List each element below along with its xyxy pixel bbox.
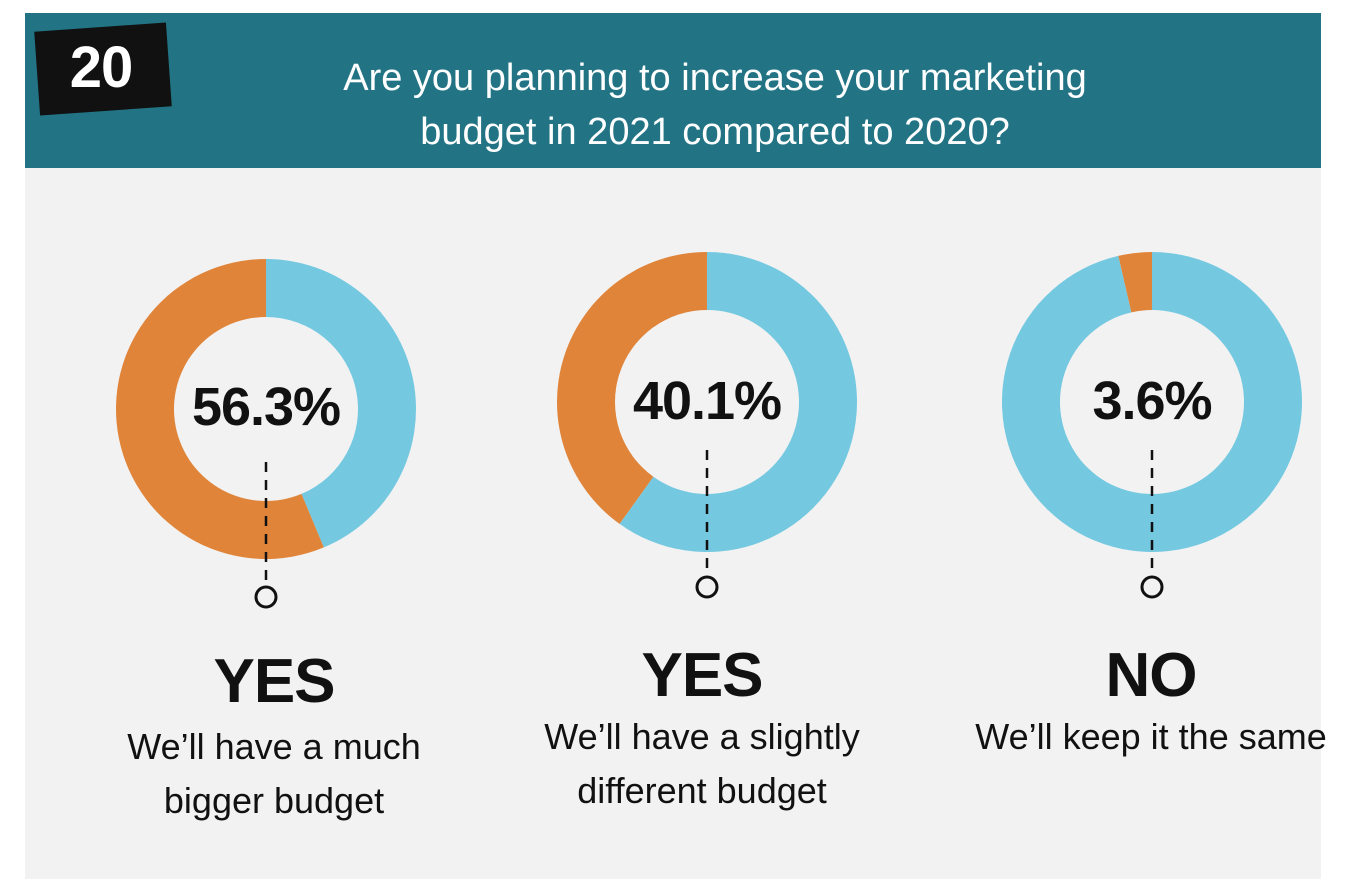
chart-1-desc-line-1: We’ll have a much — [127, 726, 421, 767]
chart-3-description: We’ll keep it the same — [971, 710, 1331, 764]
badge-number: 20 — [69, 35, 134, 100]
chart-1-answer: YES — [213, 647, 335, 716]
chart-2-pointer-dot — [695, 575, 719, 599]
chart-1-desc-line-2: bigger budget — [163, 780, 385, 821]
chart-3-pointer-dot — [1140, 575, 1164, 599]
page-title: Are you planning to increase your market… — [255, 51, 1175, 159]
chart-1-rest-slice — [266, 259, 417, 548]
chart-2-value-label: 40.1% — [632, 371, 782, 431]
chart-3-value-label: 3.6% — [1092, 371, 1212, 431]
title-line-2: budget in 2021 compared to 2020? — [420, 111, 1010, 153]
chart-1-pointer-dot — [254, 585, 278, 609]
chart-3-desc-line-1: We’ll keep it the same — [975, 716, 1327, 757]
chart-1-value-label: 56.3% — [191, 377, 341, 437]
chart-2-answer: YES — [641, 641, 763, 710]
chart-2-highlight-slice — [556, 252, 707, 524]
header-bar: 20 Are you planning to increase your mar… — [25, 13, 1321, 168]
chart-2-desc-line-2: different budget — [577, 770, 827, 811]
chart-2-description: We’ll have a slightly different budget — [522, 710, 882, 818]
chart-3-answer: NO — [1105, 641, 1198, 710]
chart-2-rest-slice — [619, 252, 857, 552]
chart-3-rest-slice — [1002, 252, 1302, 552]
chart-2-desc-line-1: We’ll have a slightly — [544, 716, 860, 757]
chart-1-description: We’ll have a much bigger budget — [94, 720, 454, 828]
title-line-1: Are you planning to increase your market… — [343, 57, 1087, 99]
chart-1-highlight-slice — [116, 259, 324, 559]
chart-3-highlight-slice — [1118, 252, 1152, 313]
